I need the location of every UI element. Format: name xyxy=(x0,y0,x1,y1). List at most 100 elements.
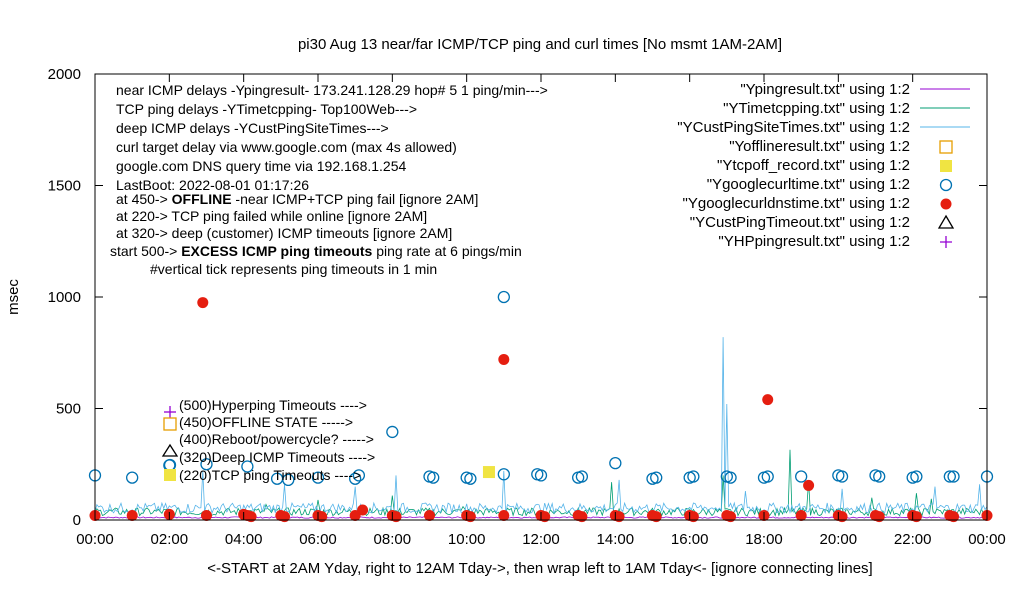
legend-label: "YCustPingTimeout.txt" using 1:2 xyxy=(690,214,910,231)
data-point xyxy=(910,470,923,483)
info-line: near ICMP delays -Ypingresult- 173.241.1… xyxy=(116,82,548,98)
x-tick-label: 08:00 xyxy=(374,531,412,548)
data-point xyxy=(126,471,139,484)
data-point xyxy=(943,470,956,483)
data-point xyxy=(947,470,960,483)
data-point xyxy=(245,511,257,523)
legend-label: "YHPpingresult.txt" using 1:2 xyxy=(718,233,910,250)
data-point xyxy=(357,504,369,516)
data-point xyxy=(424,510,435,522)
key-label: (500)Hyperping Timeouts ----> xyxy=(179,397,367,413)
data-point xyxy=(725,511,737,523)
data-point xyxy=(539,511,551,523)
data-point xyxy=(279,511,291,523)
legend-swatch xyxy=(940,236,952,248)
data-point xyxy=(352,469,366,482)
x-tick-label: 02:00 xyxy=(151,531,189,548)
offline-note: at 450-> OFFLINE -near ICMP+TCP ping fai… xyxy=(116,191,478,207)
legend-label: "Ypingresult.txt" using 1:2 xyxy=(740,81,910,98)
key-label: (450)OFFLINE STATE -----> xyxy=(179,414,353,430)
data-point xyxy=(650,471,663,484)
marker-key: (500)Hyperping Timeouts ----> (450)OFFLI… xyxy=(161,397,375,483)
data-point xyxy=(386,425,399,439)
legend-label: "Ygooglecurldnstime.txt" using 1:2 xyxy=(683,195,910,212)
data-point xyxy=(650,511,662,523)
data-point xyxy=(311,471,325,484)
info-block: near ICMP delays -Ypingresult- 173.241.1… xyxy=(110,82,548,277)
data-point xyxy=(575,470,589,483)
data-point xyxy=(948,511,960,523)
data-point xyxy=(282,473,295,487)
legend-swatch xyxy=(939,178,953,192)
legend-label: "YTimetcpping.txt" using 1:2 xyxy=(723,100,910,117)
tick-note: #vertical tick represents ping timeouts … xyxy=(150,261,437,277)
legend-swatch xyxy=(939,140,953,154)
data-point xyxy=(482,466,495,479)
legend-label: "Ytcpoff_record.txt" using 1:2 xyxy=(717,157,910,174)
data-point xyxy=(687,470,700,483)
info-line: TCP ping delays -YTimetcpping- Top100Web… xyxy=(116,101,417,117)
deep-timeout-note: at 320-> deep (customer) ICMP timeouts [… xyxy=(116,225,452,241)
data-point xyxy=(427,471,440,484)
open-square-marker-sample xyxy=(163,417,177,431)
data-point xyxy=(873,470,886,483)
data-point xyxy=(724,471,737,484)
excess-note: start 500-> EXCESS ICMP ping timeouts pi… xyxy=(110,243,522,259)
legend-swatch xyxy=(940,198,952,210)
data-point xyxy=(576,511,588,523)
legend-label: "Yofflineresult.txt" using 1:2 xyxy=(729,138,910,155)
x-tick-label: 04:00 xyxy=(225,531,263,548)
data-point xyxy=(534,469,548,482)
open-circle-marker-sample xyxy=(163,458,177,472)
data-point xyxy=(609,456,622,470)
data-point xyxy=(390,511,402,523)
key-label: (320)Deep ICMP Timeouts ----> xyxy=(179,449,375,465)
legend-swatch xyxy=(940,160,952,172)
data-point xyxy=(201,510,212,522)
plus-marker-sample xyxy=(164,406,176,418)
plot-axes: 0 500 1000 1500 2000 00:00 02:00 04:00 06:00 08:0… xyxy=(48,66,1006,548)
info-line: curl target delay via www.google.com (ma… xyxy=(116,139,457,155)
x-tick-label: 00:00 xyxy=(76,531,114,548)
data-point xyxy=(873,511,885,523)
legend-label: "Ygooglecurltime.txt" using 1:2 xyxy=(707,176,910,193)
filled-square-marker-sample xyxy=(164,469,176,481)
data-point xyxy=(200,458,213,471)
data-point xyxy=(464,511,476,523)
x-tick-label: 00:00 xyxy=(968,531,1006,548)
y-tick-label: 2000 xyxy=(48,66,81,83)
data-point xyxy=(835,470,849,483)
y-tick-label: 1000 xyxy=(48,289,81,306)
data-point xyxy=(803,479,815,491)
x-tick-label: 14:00 xyxy=(597,531,635,548)
x-tick-label: 18:00 xyxy=(745,531,783,548)
legend-label: "YCustPingSiteTimes.txt" using 1:2 xyxy=(677,119,910,136)
info-line: google.com DNS query time via 192.168.1.… xyxy=(116,158,406,174)
key-label: (400)Reboot/powercycle? -----> xyxy=(179,431,374,447)
x-tick-label: 10:00 xyxy=(448,531,486,548)
data-point xyxy=(836,511,848,523)
y-axis-label: msec xyxy=(5,279,22,315)
legend-swatch xyxy=(937,214,955,229)
data-point xyxy=(497,468,510,481)
x-tick-label: 22:00 xyxy=(894,531,932,548)
tcp-fail-note: at 220-> TCP ping failed while online [i… xyxy=(116,208,427,224)
x-axis-label: <-START at 2AM Yday, right to 12AM Tday-… xyxy=(207,560,872,577)
data-point xyxy=(497,290,510,304)
data-point xyxy=(613,511,625,523)
x-tick-label: 06:00 xyxy=(299,531,337,548)
data-point xyxy=(761,470,774,483)
chart-title: pi30 Aug 13 near/far ICMP/TCP ping and c… xyxy=(298,36,782,53)
data-point xyxy=(795,470,808,483)
data-point xyxy=(316,511,328,523)
data-point xyxy=(687,511,699,523)
data-point xyxy=(498,353,510,365)
legend: "Ypingresult.txt" using 1:2 "YTimetcpping… xyxy=(677,81,970,250)
triangle-marker-sample xyxy=(161,443,179,457)
x-tick-label: 20:00 xyxy=(820,531,858,548)
data-point xyxy=(241,460,254,473)
data-point xyxy=(910,511,922,523)
data-point xyxy=(126,510,138,522)
y-tick-label: 1500 xyxy=(48,178,81,195)
